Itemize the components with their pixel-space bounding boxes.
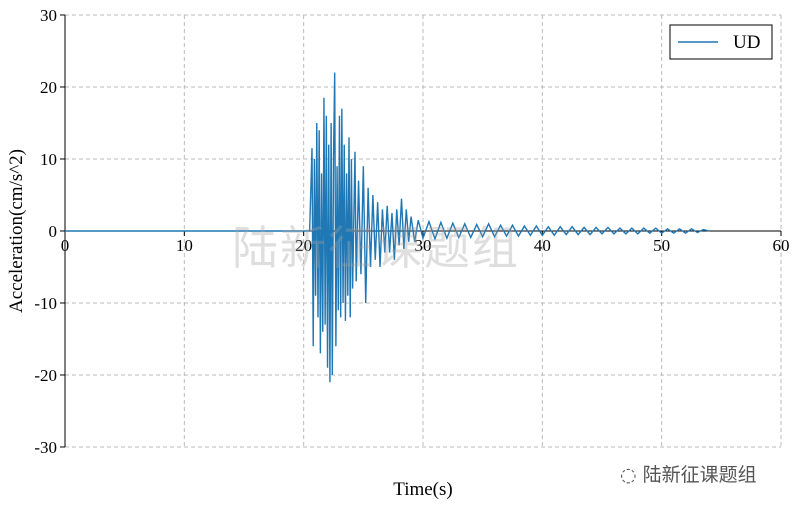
x-tick-label: 40	[534, 236, 551, 255]
y-tick-label: 0	[49, 222, 58, 241]
y-axis-label: Acceleration(cm/s^2)	[6, 149, 27, 313]
wechat-icon: ◌	[620, 464, 643, 486]
y-tick-label: -20	[34, 366, 57, 385]
y-tick-label: -30	[34, 438, 57, 457]
x-tick-label: 50	[653, 236, 670, 255]
series-line-UD	[65, 72, 710, 383]
y-tick-label: 30	[40, 6, 57, 25]
x-tick-label: 20	[295, 236, 312, 255]
x-tick-label: 10	[176, 236, 193, 255]
watermark-text: 陆新征课题组	[232, 221, 520, 275]
x-tick-label: 30	[415, 236, 432, 255]
legend-label: UD	[733, 32, 760, 53]
brand-label: ◌ 陆新征课题组	[620, 460, 757, 487]
y-tick-label: -10	[34, 294, 57, 313]
brand-text: 陆新征课题组	[642, 464, 757, 486]
x-tick-label: 60	[773, 236, 790, 255]
y-tick-label: 20	[40, 78, 57, 97]
x-axis-label: Time(s)	[393, 479, 452, 500]
y-tick-label: 10	[40, 150, 57, 169]
